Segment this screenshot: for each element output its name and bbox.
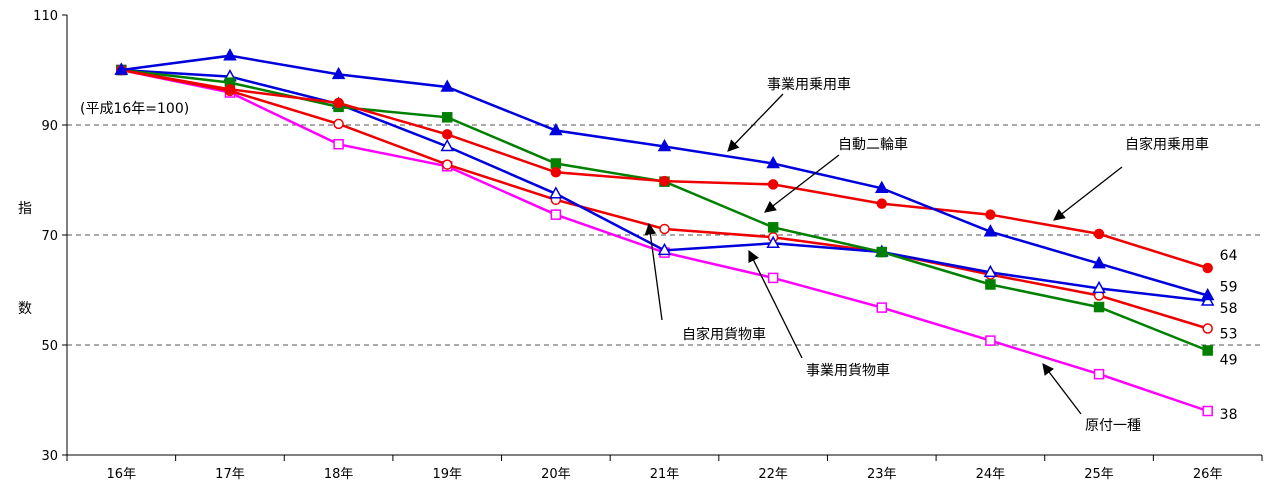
annotation-arrow-0 (727, 93, 784, 152)
series-1-point-10 (1202, 262, 1213, 274)
annotation-label-3: 自家用貨物車 (682, 326, 766, 343)
series-2-point-4 (550, 158, 562, 169)
annotation-label-4: 事業用貨物車 (806, 362, 890, 379)
x-tick-label-5: 21年 (650, 467, 680, 482)
series-3-point-4 (549, 186, 563, 199)
series-0-point-9 (1092, 256, 1106, 269)
series-0-point-7 (875, 180, 889, 193)
series-2-point-9 (1093, 301, 1105, 313)
series-0-point-5 (657, 138, 672, 152)
grid (67, 124, 1262, 346)
y-tick-label-90: 90 (41, 119, 58, 134)
base-year-note: (平成16年=100) (80, 101, 189, 117)
series-4-point-10 (1202, 323, 1213, 334)
series-0-point-4 (549, 122, 563, 136)
annotation-arrow-1 (764, 154, 840, 213)
series-1-point-7 (876, 198, 888, 209)
series-0-point-6 (766, 155, 780, 169)
series-5-point-7 (876, 302, 888, 313)
series-5-point-2 (333, 139, 344, 150)
series-1-point-2 (333, 97, 344, 109)
x-tick-label-2: 18年 (324, 467, 354, 482)
series-line-5 (121, 68, 1209, 413)
x-tick-label-3: 19年 (432, 467, 462, 482)
series-0-point-0 (114, 62, 129, 75)
series-line-1 (121, 68, 1209, 270)
series-1-point-5 (659, 175, 670, 187)
annotation-arrow-2 (1053, 166, 1123, 221)
series-3-point-8 (983, 264, 998, 278)
series-1-point-6 (767, 179, 779, 190)
series-2 (116, 64, 1213, 356)
series-line-2 (121, 68, 1209, 352)
x-tick-label-10: 26年 (1193, 467, 1223, 482)
end-label-4: 53 (1220, 327, 1238, 343)
series-1-point-3 (441, 129, 453, 140)
series-4-point-2 (333, 118, 344, 130)
annotation-label-0: 事業用乗用車 (767, 76, 851, 93)
annotation-label-5: 原付一種 (1085, 418, 1141, 434)
series-2-point-3 (441, 112, 453, 123)
series-4-point-3 (441, 159, 453, 170)
y-tick-label-50: 50 (41, 339, 58, 354)
series-0 (114, 48, 1215, 301)
series-3-point-9 (1092, 280, 1106, 294)
series-2-point-6 (767, 222, 779, 233)
y-tick-label-30: 30 (41, 449, 58, 464)
annotation-label-1: 自動二輪車 (838, 136, 908, 153)
series-5-point-6 (767, 272, 779, 284)
series-5-point-10 (1202, 405, 1213, 417)
series-4 (116, 64, 1213, 334)
annotation-arrow-5 (1042, 363, 1082, 415)
series-4-point-5 (659, 223, 670, 235)
axes: 30 50 70 90 110 16年 17年 18年 19年 20年 21年 22年 23年 24年 25… (33, 9, 1263, 482)
end-label-5: 38 (1220, 407, 1238, 423)
series-1-point-1 (224, 84, 236, 95)
series-1-point-9 (1093, 228, 1105, 240)
series-group: 59 64 49 58 53 38 (114, 48, 1238, 423)
series-2-point-7 (876, 246, 888, 258)
annotation-arrow-3 (644, 222, 663, 321)
annotation-label-2: 自家用乗用車 (1125, 136, 1209, 153)
series-0-point-2 (331, 66, 346, 80)
x-tick-label-4: 20年 (541, 467, 571, 482)
series-5-point-4 (550, 209, 562, 220)
series-3-point-6 (766, 235, 780, 248)
x-tick-label-9: 25年 (1084, 467, 1114, 482)
series-1-point-4 (550, 167, 562, 178)
x-tick-label-1: 17年 (215, 467, 245, 482)
series-1-point-8 (985, 209, 996, 220)
x-tick-label-0: 16年 (107, 467, 137, 482)
series-3-point-3 (440, 138, 454, 152)
series-line-4 (121, 68, 1209, 330)
y-axis-label-char-2: 数 (18, 301, 32, 317)
series-2-point-10 (1202, 345, 1213, 356)
annotation-arrow-4 (748, 249, 803, 359)
y-axis-label-char-1: 指 (18, 201, 32, 217)
y-tick-label-70: 70 (41, 229, 58, 244)
series-0-point-8 (983, 224, 998, 237)
end-label-1: 64 (1220, 248, 1238, 264)
series-line-0 (121, 54, 1209, 297)
series-0-point-3 (440, 79, 454, 92)
series-2-point-8 (985, 279, 996, 290)
end-label-0: 59 (1220, 280, 1238, 296)
x-tick-label-7: 23年 (867, 467, 897, 482)
series-5-point-8 (985, 335, 996, 346)
series-5 (116, 64, 1213, 417)
end-label-3: 58 (1220, 301, 1238, 317)
series-5-point-9 (1093, 368, 1105, 380)
end-label-2: 49 (1220, 353, 1238, 369)
series-3-point-5 (657, 242, 672, 256)
x-tick-label-8: 24年 (976, 467, 1006, 482)
x-tick-label-6: 22年 (758, 467, 788, 482)
y-tick-label-110: 110 (33, 9, 58, 24)
series-0-point-1 (223, 48, 237, 61)
series-1 (116, 64, 1213, 274)
series-0-point-10 (1200, 287, 1215, 301)
